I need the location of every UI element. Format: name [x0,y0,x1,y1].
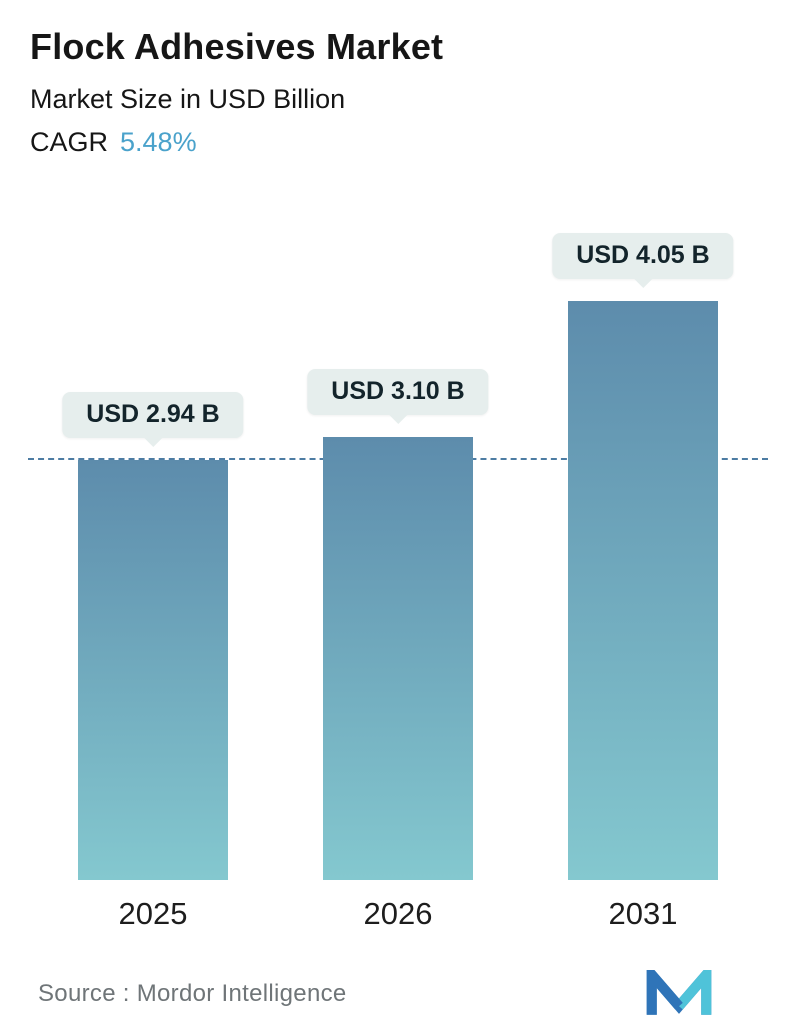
bar-2025 [78,460,228,880]
cagr-value: 5.48% [120,127,197,157]
bar-value-badge: USD 2.94 B [62,392,244,438]
chart-header: Flock Adhesives Market Market Size in US… [0,0,796,158]
bar-value-badge: USD 3.10 B [307,369,489,415]
x-axis-label: 2025 [118,896,188,931]
cagr-row: CAGR 5.48% [30,127,766,158]
x-axis-label: 2026 [363,896,433,931]
source-text: Source : Mordor Intelligence [38,980,347,1007]
chart-footer: Source : Mordor Intelligence [38,970,712,1018]
bar-2031 [568,301,718,880]
mordor-intelligence-logo [646,970,712,1015]
cagr-label: CAGR [30,127,109,157]
chart-subtitle: Market Size in USD Billion [30,84,346,114]
bar-value-badge: USD 4.05 B [552,233,734,279]
page-title: Flock Adhesives Market [30,26,444,67]
bar-chart: USD 2.94 B 2025 USD 3.10 B 2026 USD 4.05 B 20… [28,215,768,931]
x-axis-label: 2031 [608,896,678,931]
bar-2026 [323,437,473,880]
